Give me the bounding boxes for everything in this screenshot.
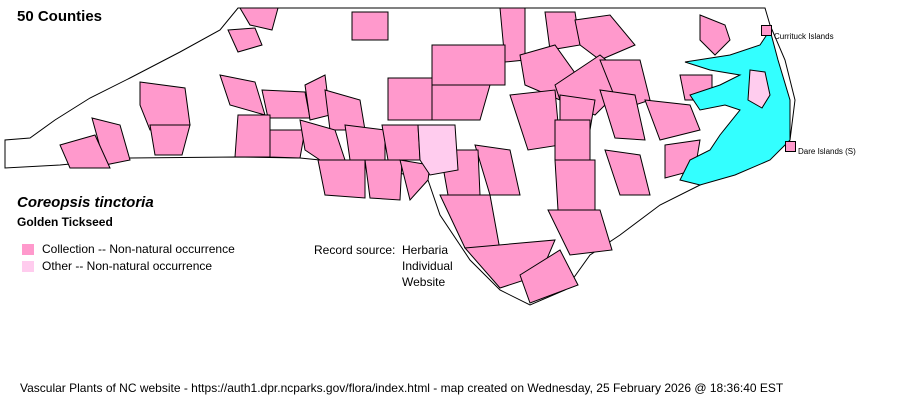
record-source-label: Record source: — [314, 243, 396, 257]
common-name: Golden Tickseed — [17, 215, 113, 229]
legend-swatch — [22, 243, 34, 255]
dare-islands-marker — [785, 141, 796, 152]
currituck-islands-marker — [761, 25, 772, 36]
record-source-value: Website — [402, 275, 446, 289]
currituck-islands-label: Currituck Islands — [774, 32, 834, 41]
legend-swatch — [22, 260, 34, 272]
other-county-dare — [747, 69, 771, 109]
legend-item-collection: Collection -- Non-natural occurrence — [22, 242, 235, 256]
other-county — [417, 124, 459, 176]
legend-label: Collection -- Non-natural occurrence — [42, 242, 235, 256]
footer-credit: Vascular Plants of NC website - https://… — [20, 381, 784, 395]
record-source-value: Herbaria — [402, 243, 449, 257]
scientific-name: Coreopsis tinctoria — [17, 194, 154, 211]
record-source-value: Individual — [402, 259, 453, 273]
record-source: Record source: Herbaria Individual Websi… — [314, 242, 453, 289]
collection-counties — [59, 7, 731, 304]
legend-label: Other -- Non-natural occurrence — [42, 259, 213, 273]
county-count: 50 Counties — [17, 8, 103, 25]
dare-islands-label: Dare Islands (S) — [798, 147, 856, 156]
legend-item-other: Other -- Non-natural occurrence — [22, 259, 212, 273]
pamlico-albemarle-sound — [679, 28, 791, 186]
